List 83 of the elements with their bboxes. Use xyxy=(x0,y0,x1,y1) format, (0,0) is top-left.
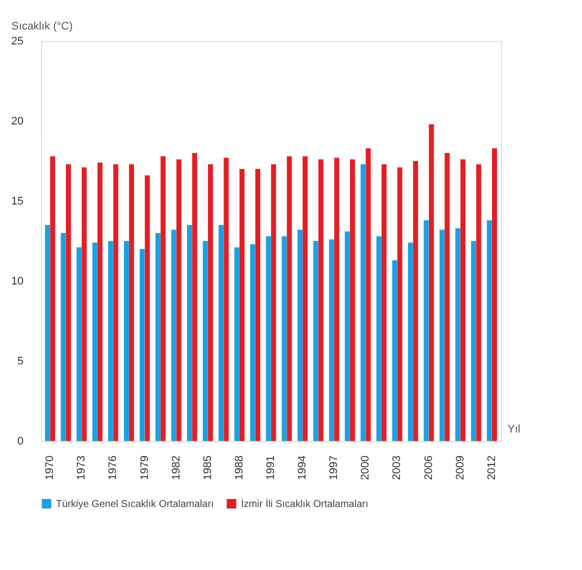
y-tick-label: 15 xyxy=(11,196,24,208)
bar xyxy=(76,247,82,441)
bar xyxy=(428,124,434,441)
bar xyxy=(313,241,318,441)
bar xyxy=(492,148,497,441)
y-tick-label: 0 xyxy=(17,436,24,448)
bar xyxy=(350,159,355,441)
bar xyxy=(408,242,413,441)
y-tick-label: 25 xyxy=(11,36,24,48)
bar xyxy=(92,242,98,441)
y-tick-label: 10 xyxy=(11,276,24,288)
bar xyxy=(318,159,324,441)
bar xyxy=(192,153,198,441)
bar xyxy=(155,233,160,441)
bar xyxy=(113,164,118,441)
bar xyxy=(382,164,387,441)
x-tick-label: 1973 xyxy=(76,456,88,480)
bar xyxy=(202,241,208,441)
bar xyxy=(140,249,145,441)
bar xyxy=(171,230,176,441)
x-tick-label: 2012 xyxy=(486,456,498,480)
bar xyxy=(82,167,87,441)
bar xyxy=(460,159,466,441)
bar xyxy=(476,164,482,441)
bar xyxy=(50,156,56,441)
legend-label: İzmir İli Sıcaklık Ortalamaları xyxy=(241,498,368,510)
bar xyxy=(45,225,50,441)
x-tick-label: 1976 xyxy=(107,456,120,480)
bar xyxy=(444,153,450,441)
bar xyxy=(255,169,260,441)
bar xyxy=(250,244,256,441)
bar xyxy=(271,164,276,441)
bar xyxy=(240,169,245,441)
bar xyxy=(344,231,350,441)
x-tick-label: 1988 xyxy=(233,456,246,480)
bar xyxy=(66,164,71,441)
bar xyxy=(360,164,366,441)
bar xyxy=(440,230,445,441)
bar xyxy=(366,148,371,441)
bar xyxy=(60,233,66,441)
bar xyxy=(297,230,302,441)
bar xyxy=(124,241,129,441)
bar xyxy=(97,162,102,441)
x-tick-label: 1982 xyxy=(170,456,182,480)
x-tick-label: 2003 xyxy=(391,456,404,480)
bar xyxy=(286,156,292,441)
y-tick-label: 5 xyxy=(17,356,24,368)
bar xyxy=(187,225,192,441)
bar xyxy=(144,175,150,441)
y-axis-title: Sıcaklık (°C) xyxy=(12,20,73,32)
legend-label: Türkiye Genel Sıcaklık Ortalamaları xyxy=(56,498,214,510)
bar xyxy=(108,241,114,441)
x-tick-label: 1994 xyxy=(296,456,309,480)
bar xyxy=(129,164,134,441)
bar xyxy=(224,158,229,441)
bar xyxy=(334,158,340,441)
bar xyxy=(282,236,287,441)
bar xyxy=(160,156,166,441)
x-tick-label: 2006 xyxy=(422,456,435,480)
bar xyxy=(218,225,224,441)
bar xyxy=(376,236,382,441)
x-tick-label: 1997 xyxy=(328,456,340,480)
bar xyxy=(413,161,418,441)
x-tick-label: 1970 xyxy=(44,456,56,480)
x-axis-title: Yıl xyxy=(508,424,520,436)
bar xyxy=(455,228,460,441)
bar xyxy=(176,159,182,441)
x-tick-label: 1979 xyxy=(138,456,151,480)
bar xyxy=(424,220,429,441)
y-tick-label: 20 xyxy=(11,116,24,128)
bar xyxy=(266,236,271,441)
bar xyxy=(234,247,240,441)
bar xyxy=(392,260,398,441)
bar xyxy=(397,167,402,441)
bar xyxy=(486,220,492,441)
bar xyxy=(208,164,213,441)
bar xyxy=(471,241,476,441)
bar xyxy=(329,239,334,441)
bar xyxy=(302,156,308,441)
x-tick-label: 1985 xyxy=(202,456,214,480)
x-tick-label: 2000 xyxy=(360,456,372,480)
x-tick-label: 2009 xyxy=(454,456,466,480)
x-tick-label: 1991 xyxy=(265,456,277,480)
